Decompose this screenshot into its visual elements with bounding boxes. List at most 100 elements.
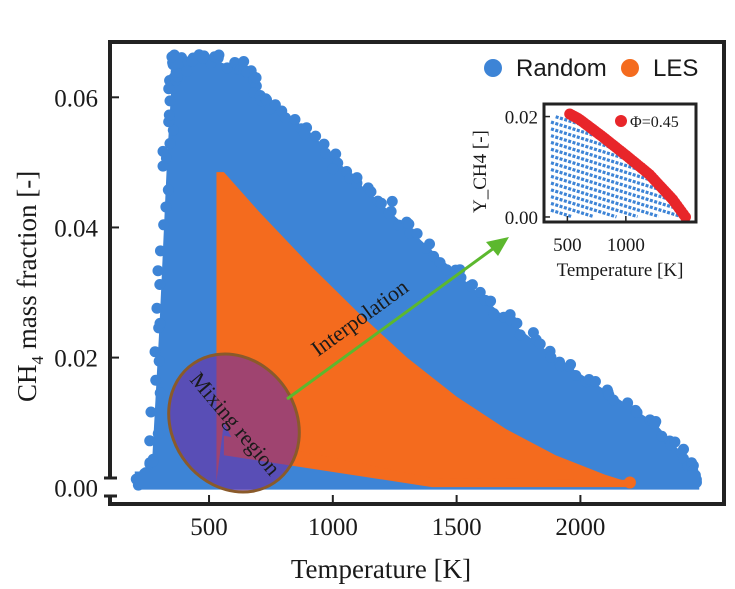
random-point <box>631 406 643 418</box>
y-axis-title: CH4 mass fraction [-] <box>12 171 47 402</box>
x-tick-label: 2000 <box>555 514 605 541</box>
random-point <box>411 228 423 240</box>
random-point <box>386 195 398 207</box>
random-point <box>213 49 225 61</box>
random-point <box>250 72 262 84</box>
legend-les-marker <box>621 59 639 77</box>
inset-y-tick-label: 0.00 <box>505 208 538 229</box>
random-point <box>147 456 159 468</box>
legend-les-label: LES <box>653 55 698 82</box>
random-point <box>158 219 170 231</box>
random-point <box>162 184 174 196</box>
random-point <box>280 112 292 124</box>
random-point <box>163 109 175 121</box>
random-point <box>157 145 169 157</box>
inset-y-tick-label: 0.02 <box>505 108 538 129</box>
random-point <box>488 308 500 320</box>
random-point <box>168 49 180 61</box>
random-point <box>554 360 566 372</box>
inset-random-band <box>550 201 594 218</box>
random-point <box>474 286 486 298</box>
inset-random-band <box>550 154 662 192</box>
x-tick-label: 1000 <box>308 514 358 541</box>
random-point <box>163 83 175 95</box>
random-point <box>318 138 330 150</box>
random-point <box>154 317 166 329</box>
inset-x-tick-label: 1000 <box>607 235 645 256</box>
x-tick-label: 1500 <box>432 514 482 541</box>
legend-random-label: Random <box>516 55 607 82</box>
random-point <box>154 387 166 399</box>
random-point <box>298 128 310 140</box>
random-point <box>669 436 681 448</box>
inset-x-axis-title: Temperature [K] <box>557 260 684 281</box>
inset-random-band <box>550 181 660 218</box>
inset-y-axis-title: Y_CH4 [-] <box>470 130 491 213</box>
random-point <box>511 317 523 329</box>
y-tick-label: 0.00 <box>54 476 98 503</box>
inset-random-band <box>550 147 653 182</box>
main-axis-ticks: 500 1000 1500 2000 0.00 0.02 0.04 0.06 <box>54 85 605 541</box>
random-point <box>589 376 601 388</box>
random-point <box>570 369 582 381</box>
random-point <box>649 418 661 430</box>
interpolation-arrow-line <box>286 246 495 401</box>
random-point <box>434 257 446 269</box>
random-point <box>365 186 377 198</box>
inset-random-band <box>550 195 617 219</box>
random-point <box>167 124 179 136</box>
random-point <box>464 280 476 292</box>
inset-random-band <box>550 161 671 202</box>
random-point <box>181 65 193 77</box>
random-point <box>420 242 432 254</box>
random-point <box>145 406 157 418</box>
random-point <box>152 265 164 277</box>
x-tick-label: 500 <box>190 514 228 541</box>
random-point <box>656 430 668 442</box>
random-point <box>154 245 166 257</box>
random-point <box>403 218 415 230</box>
inset-x-tick-label: 500 <box>553 235 582 256</box>
les-point <box>623 476 636 489</box>
random-point <box>351 172 363 184</box>
mixing-region-ellipse <box>167 352 301 494</box>
interpolation-arrow-head <box>486 237 509 256</box>
random-point <box>485 295 497 307</box>
random-point <box>153 355 165 367</box>
legend-random-marker <box>484 59 502 77</box>
random-point <box>383 207 395 219</box>
random-point <box>149 346 161 358</box>
y-tick-label: 0.04 <box>54 215 98 242</box>
random-point <box>545 351 557 363</box>
inset-legend-label: Φ=0.45 <box>630 114 679 131</box>
random-point <box>261 94 273 106</box>
random-point <box>151 302 163 314</box>
inset-random-band <box>550 140 643 173</box>
random-point <box>160 201 172 213</box>
random-point <box>441 264 453 276</box>
random-point <box>563 360 575 372</box>
random-point <box>327 163 339 175</box>
random-point <box>534 338 546 350</box>
random-point <box>607 394 619 406</box>
random-point <box>621 398 633 410</box>
random-point <box>514 329 526 341</box>
les-cloud <box>216 172 630 486</box>
random-point <box>289 114 301 126</box>
random-point <box>319 147 331 159</box>
random-point <box>152 428 164 440</box>
y-tick-label: 0.06 <box>54 85 98 112</box>
inset-series <box>550 108 691 222</box>
inset-phi-point <box>679 211 691 222</box>
inset-random-band <box>550 188 639 219</box>
inset-legend-marker <box>615 115 627 127</box>
random-point <box>310 130 322 142</box>
random-point <box>154 279 166 291</box>
inset-random-band <box>550 167 678 211</box>
inset-axis-ticks: 500 1000 0.00 0.02 <box>505 108 645 256</box>
random-point <box>238 56 250 68</box>
inset-frame <box>542 102 698 224</box>
y-tick-label: 0.02 <box>54 346 98 373</box>
random-point <box>150 374 162 386</box>
